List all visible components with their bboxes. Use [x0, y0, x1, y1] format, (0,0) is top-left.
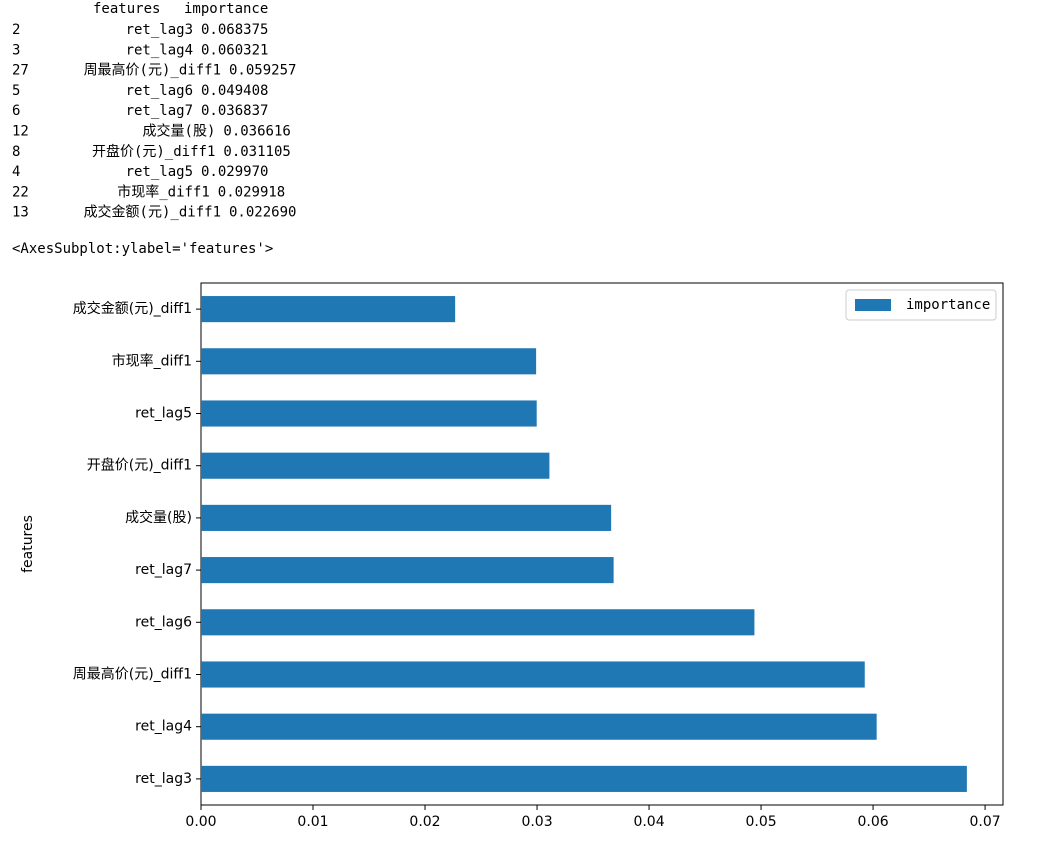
row-index: 22	[12, 184, 29, 200]
x-tick-label: 0.04	[633, 814, 664, 830]
row-feature: ret_lag5	[126, 164, 193, 180]
row-feature: ret_lag6	[126, 83, 193, 99]
bar	[201, 713, 877, 740]
bar	[201, 661, 865, 688]
row-index: 2	[12, 22, 20, 38]
row-importance: 0.068375	[201, 22, 268, 38]
row-importance: 0.060321	[201, 42, 268, 58]
row-index: 27	[12, 63, 29, 79]
bar	[201, 452, 550, 479]
y-tick-label: ret_lag4	[135, 719, 192, 735]
plot-frame	[200, 282, 1004, 806]
row-feature: ret_lag3	[126, 22, 193, 38]
row-feature: 周最高价(元)_diff1	[84, 62, 221, 79]
bar	[201, 296, 456, 323]
row-importance: 0.031105	[223, 144, 290, 160]
table-header: features	[93, 1, 160, 17]
row-index: 12	[12, 124, 29, 140]
legend-swatch	[855, 299, 891, 311]
row-importance: 0.036837	[201, 103, 268, 119]
table-header: importance	[184, 1, 268, 17]
row-index: 8	[12, 144, 20, 160]
row-index: 3	[12, 42, 20, 58]
row-index: 6	[12, 103, 20, 119]
y-tick-label: 开盘价(元)_diff1	[87, 457, 192, 474]
row-index: 13	[12, 205, 29, 221]
y-tick-label: ret_lag5	[135, 406, 192, 422]
row-feature: ret_lag4	[126, 42, 193, 58]
x-tick-label: 0.02	[409, 814, 440, 830]
row-index: 5	[12, 83, 20, 99]
legend-label: importance	[906, 297, 990, 313]
x-tick-label: 0.03	[521, 814, 552, 830]
y-tick-label: 市现率_diff1	[112, 352, 192, 369]
row-feature: 开盘价(元)_diff1	[92, 143, 215, 160]
row-index: 4	[12, 164, 20, 180]
row-importance: 0.029918	[218, 184, 285, 200]
y-tick-label: ret_lag3	[135, 771, 192, 787]
bar	[201, 609, 755, 636]
x-tick-label: 0.06	[857, 814, 888, 830]
x-tick-label: 0.01	[297, 814, 328, 830]
row-feature: 成交金额(元)_diff1	[84, 204, 221, 221]
bar	[201, 557, 614, 584]
bar	[201, 765, 967, 792]
bar	[201, 504, 612, 531]
y-tick-label: ret_lag7	[135, 562, 192, 578]
y-tick-label: ret_lag6	[135, 614, 192, 630]
x-tick-label: 0.00	[185, 814, 216, 830]
x-tick-label: 0.07	[969, 814, 1000, 830]
row-importance: 0.059257	[229, 63, 296, 79]
row-importance: 0.049408	[201, 83, 268, 99]
bar	[201, 348, 537, 375]
row-feature: ret_lag7	[126, 103, 193, 119]
y-tick-label: 周最高价(元)_diff1	[73, 666, 192, 683]
legend-box	[845, 289, 997, 321]
y-tick-label: 成交量(股)	[125, 509, 192, 526]
x-tick-label: 0.05	[745, 814, 776, 830]
bar	[201, 400, 537, 427]
y-tick-label: 成交金额(元)_diff1	[73, 300, 192, 317]
row-importance: 0.029970	[201, 164, 268, 180]
row-importance: 0.036616	[223, 124, 290, 140]
axes-repr: <AxesSubplot:ylabel='features'>	[12, 241, 273, 257]
y-axis-label: features	[20, 515, 36, 573]
row-feature: 市现率_diff1	[117, 183, 210, 200]
row-importance: 0.022690	[229, 205, 296, 221]
row-feature: 成交量(股)	[143, 123, 216, 140]
